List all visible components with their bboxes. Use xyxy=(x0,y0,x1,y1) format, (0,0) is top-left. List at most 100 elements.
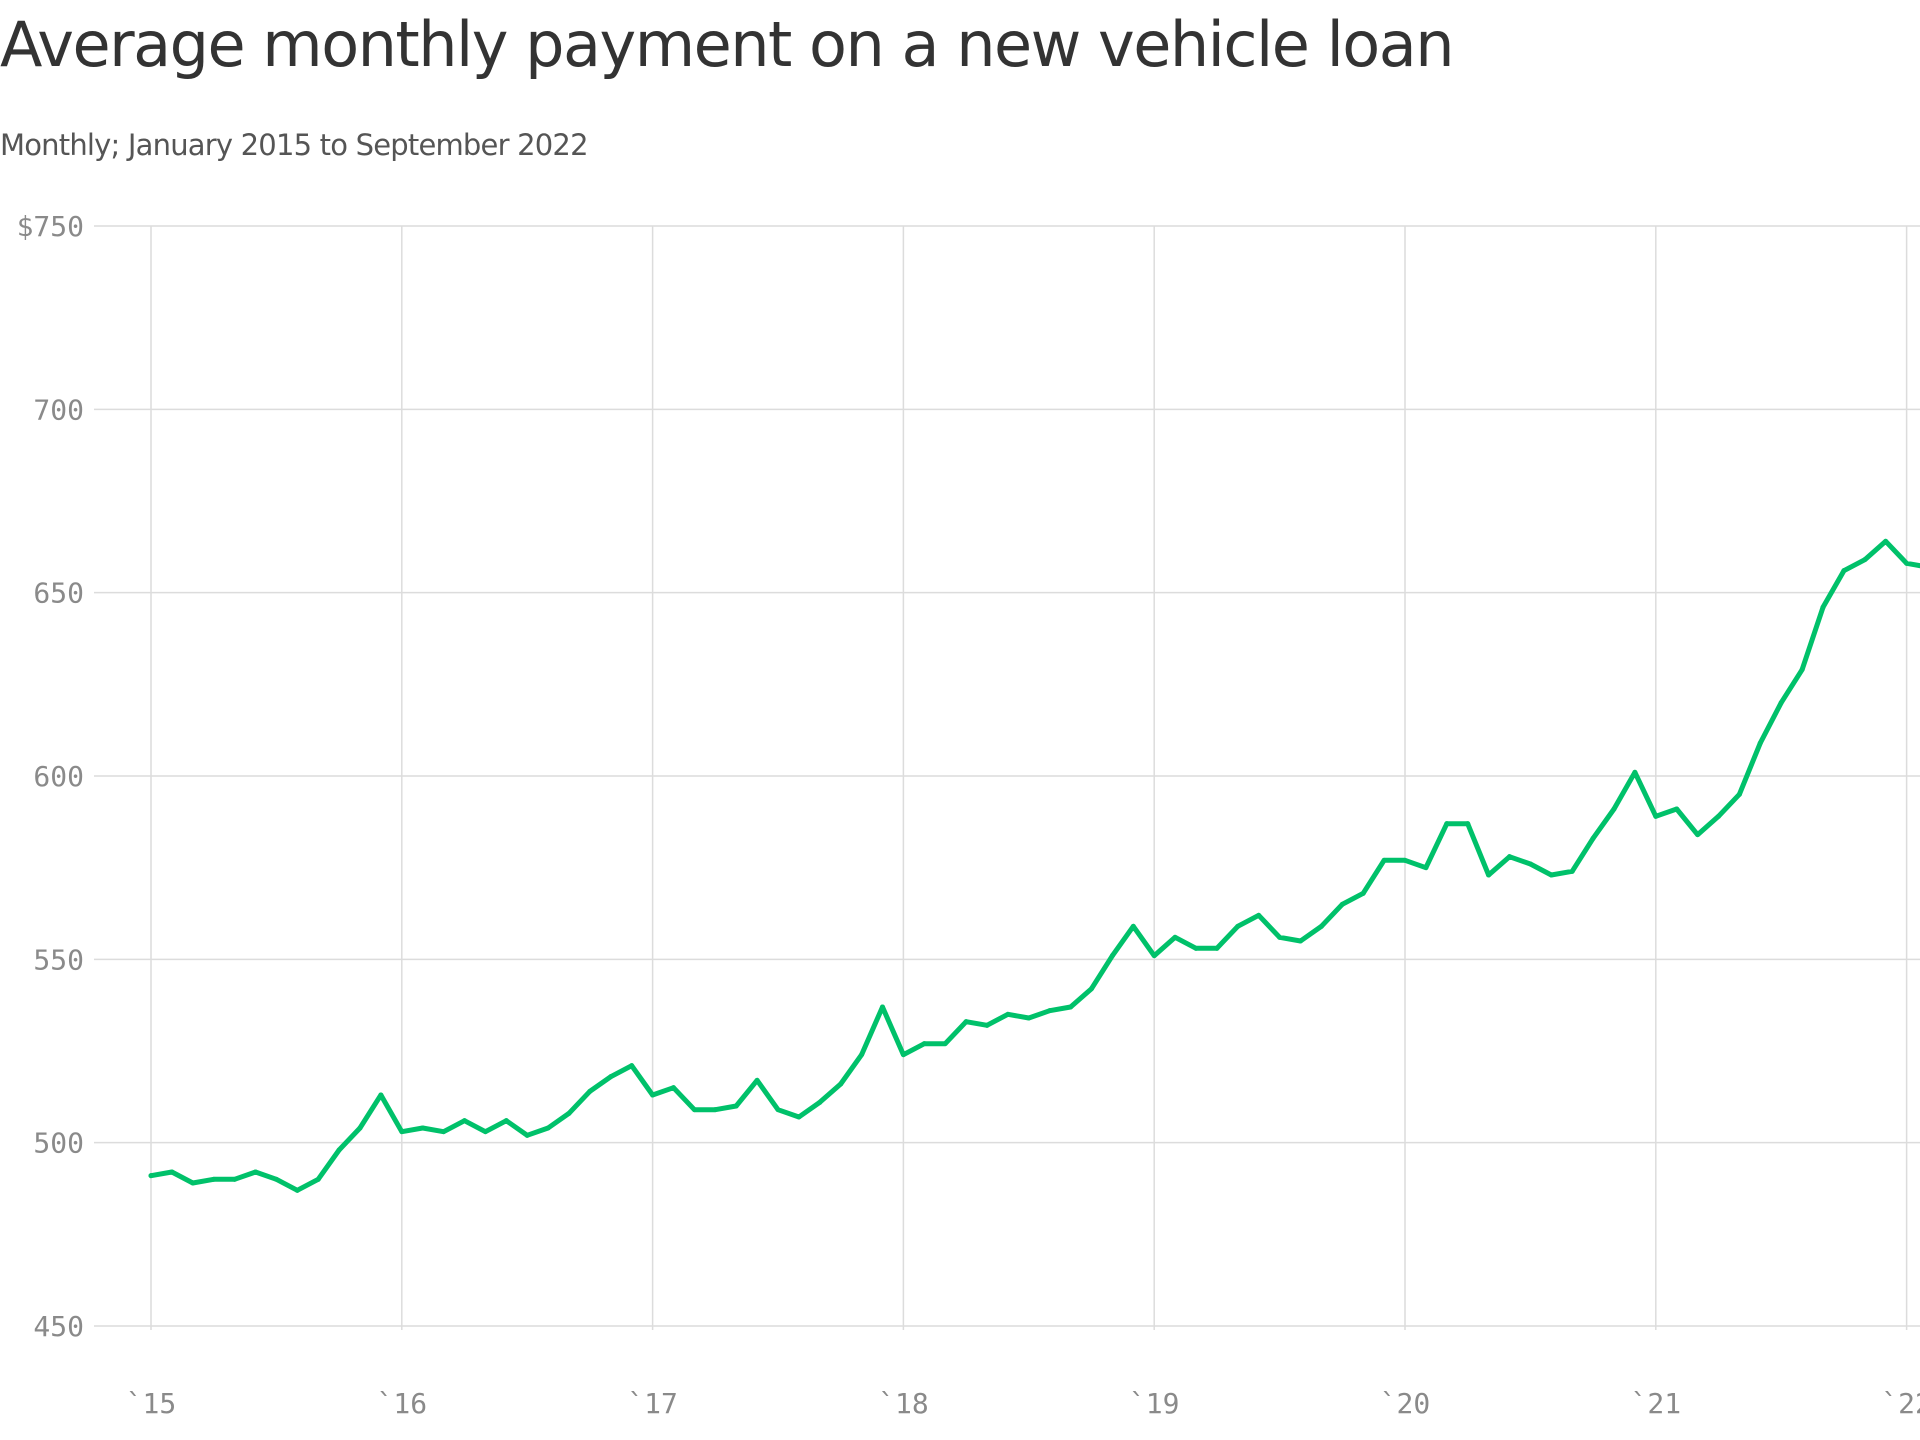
data-point xyxy=(1465,821,1471,827)
data-point xyxy=(733,1103,739,1109)
data-point xyxy=(420,1125,426,1131)
data-point xyxy=(1109,953,1115,959)
data-point xyxy=(169,1169,175,1175)
data-point xyxy=(817,1099,823,1105)
data-point xyxy=(1862,557,1868,563)
data-point xyxy=(942,1041,948,1047)
data-point xyxy=(232,1176,238,1182)
data-point xyxy=(963,1019,969,1025)
data-point xyxy=(1193,945,1199,951)
data-point xyxy=(900,1052,906,1058)
data-point xyxy=(1402,857,1408,863)
data-point xyxy=(650,1092,656,1098)
data-point xyxy=(1256,912,1262,918)
series-line xyxy=(148,538,1920,1193)
data-point xyxy=(399,1129,405,1135)
data-point xyxy=(1590,835,1596,841)
data-point xyxy=(984,1022,990,1028)
y-tick-label: 600 xyxy=(33,760,84,793)
data-point xyxy=(859,1052,865,1058)
y-tick-label: $750 xyxy=(17,210,84,243)
data-point xyxy=(1820,604,1826,610)
data-point xyxy=(1778,700,1784,706)
data-point xyxy=(1653,813,1659,819)
data-point xyxy=(482,1129,488,1135)
data-point xyxy=(148,1173,154,1179)
y-tick-label: 650 xyxy=(33,577,84,610)
data-point xyxy=(775,1107,781,1113)
data-point xyxy=(1089,986,1094,992)
data-point xyxy=(1360,890,1366,896)
data-point xyxy=(294,1187,300,1193)
y-axis-labels: $750 700 650 600 550 500 450 xyxy=(17,210,84,1343)
data-point xyxy=(336,1147,342,1153)
data-point xyxy=(1486,872,1492,878)
data-point xyxy=(1736,791,1742,797)
data-point xyxy=(1423,865,1429,871)
data-point xyxy=(1632,769,1638,775)
x-tick-label: `18 xyxy=(878,1387,929,1420)
data-point xyxy=(462,1118,467,1124)
data-point xyxy=(1841,568,1847,574)
data-point xyxy=(587,1088,593,1094)
data-point xyxy=(608,1074,614,1080)
y-tick-label: 550 xyxy=(33,943,84,976)
chart-subtitle: Monthly; January 2015 to September 2022 xyxy=(0,128,589,162)
data-point xyxy=(1047,1008,1053,1014)
y-tick-label: 700 xyxy=(33,393,84,426)
data-point xyxy=(921,1041,927,1047)
data-point xyxy=(1298,938,1303,944)
data-point xyxy=(1172,934,1178,940)
data-point xyxy=(1904,560,1910,566)
data-point xyxy=(1277,934,1283,940)
data-point xyxy=(524,1132,530,1138)
data-point xyxy=(1151,953,1157,959)
data-point xyxy=(880,1004,885,1010)
data-point xyxy=(273,1176,279,1182)
data-point xyxy=(1611,806,1617,812)
data-point xyxy=(1569,868,1575,874)
data-point xyxy=(357,1125,363,1131)
series-layer xyxy=(148,538,1920,1193)
data-point xyxy=(629,1063,635,1069)
x-tick-label: `19 xyxy=(1129,1387,1180,1420)
data-point xyxy=(1235,923,1241,929)
data-point xyxy=(503,1118,509,1124)
data-point xyxy=(1318,923,1324,929)
data-point xyxy=(1026,1015,1032,1021)
data-point xyxy=(1716,813,1721,819)
data-point xyxy=(253,1169,258,1175)
x-gridlines xyxy=(150,226,1908,1330)
data-point xyxy=(754,1077,760,1083)
x-tick-label: `16 xyxy=(377,1387,428,1420)
data-point xyxy=(1339,901,1345,907)
data-point xyxy=(1695,832,1701,838)
y-gridlines xyxy=(94,225,1920,1327)
data-point xyxy=(566,1110,572,1116)
x-axis-labels: `15 `16 `17 `18 `19 `20 `21 `22 xyxy=(126,1387,1920,1420)
x-tick-label: `21 xyxy=(1631,1387,1682,1420)
data-point xyxy=(1068,1004,1074,1010)
data-point xyxy=(1507,854,1512,860)
data-point xyxy=(1674,806,1680,812)
y-tick-label: 500 xyxy=(33,1127,84,1160)
x-tick-label: `17 xyxy=(627,1387,678,1420)
x-tick-label: `15 xyxy=(126,1387,177,1420)
data-point xyxy=(838,1081,844,1087)
data-point xyxy=(1130,923,1136,929)
data-point xyxy=(1381,857,1387,863)
x-tick-label: `22 xyxy=(1881,1387,1920,1420)
data-point xyxy=(712,1107,718,1113)
data-point xyxy=(211,1176,217,1182)
data-point xyxy=(796,1114,802,1120)
data-point xyxy=(1883,538,1889,544)
data-point xyxy=(1548,872,1554,878)
data-point xyxy=(441,1129,447,1135)
chart-title: Average monthly payment on a new vehicle… xyxy=(0,8,1455,81)
x-tick-label: `20 xyxy=(1380,1387,1431,1420)
data-point xyxy=(1214,945,1220,951)
data-point xyxy=(545,1125,551,1131)
y-tick-label: 450 xyxy=(33,1310,84,1343)
data-point xyxy=(1757,740,1763,746)
data-point xyxy=(1005,1011,1011,1017)
